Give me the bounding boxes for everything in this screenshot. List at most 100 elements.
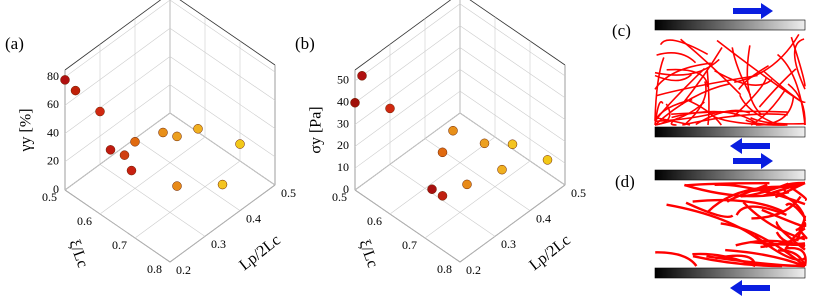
data-point — [385, 103, 395, 114]
grid-line — [134, 138, 241, 211]
fiber — [777, 249, 807, 267]
grid-line — [169, 56, 276, 129]
fiber — [714, 70, 773, 86]
x-axis-label: Lp/2Lc — [236, 232, 284, 274]
fiber — [790, 36, 806, 87]
grid-line — [99, 164, 206, 237]
x-tick-label: 0.2 — [466, 263, 481, 277]
fiber — [654, 57, 665, 121]
fiber — [655, 251, 698, 267]
grid-line — [99, 136, 206, 215]
grid-line — [424, 160, 531, 239]
grid-line — [169, 184, 276, 263]
fiber — [666, 68, 709, 88]
y-tick-label: 0.8 — [437, 262, 452, 276]
fiber — [707, 185, 797, 213]
grid-line — [169, 112, 276, 186]
fiber — [654, 116, 691, 126]
data-point — [448, 125, 458, 136]
fiber — [671, 110, 788, 116]
data-point — [462, 179, 472, 190]
plate — [654, 19, 806, 31]
data-point — [235, 139, 245, 149]
fiber — [654, 73, 693, 82]
z-tick-label: 40 — [337, 94, 349, 108]
fiber — [761, 208, 806, 229]
data-point — [217, 179, 228, 190]
grid-line — [64, 56, 171, 134]
grid-line — [459, 3, 566, 77]
data-point — [119, 150, 130, 160]
data-point — [497, 164, 507, 175]
data-point — [437, 191, 448, 201]
data-point — [158, 127, 168, 138]
fiber — [683, 183, 790, 198]
panel-label: (b) — [295, 34, 315, 53]
data-point — [126, 165, 137, 176]
data-point — [172, 131, 182, 142]
data-point — [95, 106, 105, 117]
x-tick-label: 0.4 — [246, 211, 261, 225]
data-point — [542, 155, 553, 165]
plate — [654, 126, 806, 138]
z-tick-label: 60 — [47, 97, 59, 111]
fiber — [774, 181, 806, 199]
arrow-left — [730, 280, 770, 296]
x-tick-label: 0.3 — [211, 237, 226, 251]
box-edge — [179, 0, 276, 66]
fibers — [654, 33, 808, 268]
grid-line — [64, 112, 171, 191]
fiber — [795, 215, 807, 232]
data-point — [479, 138, 490, 149]
fiber — [787, 83, 806, 126]
fiber — [751, 195, 802, 220]
x-tick-label: 0.3 — [501, 237, 516, 251]
box-edge — [354, 0, 452, 71]
fiber — [684, 181, 770, 187]
fiber — [654, 83, 730, 126]
fiber — [793, 38, 806, 90]
diagram-panels: (c) (d) — [612, 3, 808, 296]
fiber — [695, 109, 751, 126]
x-tick-label: 0.5 — [281, 186, 296, 200]
fiber — [680, 38, 742, 96]
panel-label: (d) — [615, 172, 635, 191]
grid-line — [64, 28, 171, 106]
grid-line — [459, 25, 566, 98]
arrow-right — [733, 153, 773, 169]
fiber — [740, 182, 789, 198]
plate — [654, 267, 806, 279]
grid-line — [169, 0, 276, 73]
z-tick-label: 30 — [337, 116, 349, 130]
grid-line — [354, 3, 461, 82]
fiber — [692, 198, 783, 213]
grid-line — [459, 69, 566, 142]
x-axis-label: Lp/2Lc — [526, 232, 574, 274]
x-tick-label: 0.4 — [536, 211, 551, 225]
grid-line — [169, 28, 276, 101]
arrow-right — [733, 3, 773, 19]
fiber — [659, 39, 709, 56]
grid-line — [354, 25, 461, 103]
fiber — [716, 39, 802, 103]
grid-line — [354, 47, 461, 125]
fiber — [654, 110, 721, 123]
y-tick-label: 0.5 — [42, 190, 57, 204]
fiber — [683, 81, 707, 126]
plate — [654, 169, 806, 181]
panel-label: (a) — [5, 34, 24, 53]
grid-line — [389, 136, 496, 215]
fiber — [685, 98, 722, 126]
data-point — [130, 136, 140, 147]
data-point — [427, 184, 437, 194]
grid-line — [354, 90, 461, 169]
data-point — [437, 147, 448, 158]
fiber — [654, 58, 720, 76]
z-tick-label: 80 — [47, 69, 59, 83]
arrow-left — [730, 138, 770, 154]
data-point — [357, 71, 367, 81]
y-tick-label: 0.6 — [77, 214, 92, 228]
x-tick-label: 0.5 — [571, 186, 586, 200]
y-tick-label: 0.8 — [147, 262, 162, 276]
